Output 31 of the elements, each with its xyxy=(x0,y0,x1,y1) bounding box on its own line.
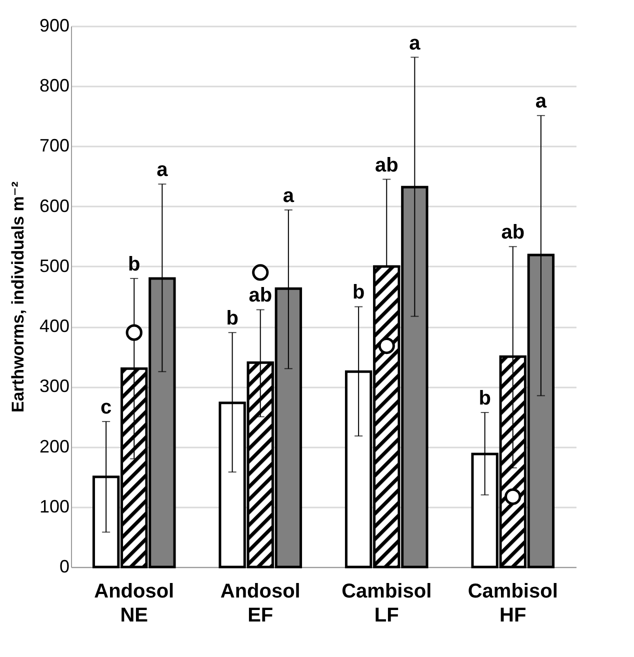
y-tick-label: 600 xyxy=(39,196,70,216)
y-tick-label: 500 xyxy=(39,256,70,276)
annotation: ab xyxy=(374,154,398,176)
y-tick-label: 800 xyxy=(39,76,70,96)
x-tick-label: Cambisol HF xyxy=(468,580,558,626)
y-axis-title: Earthworms, individuals m⁻² xyxy=(8,181,28,412)
y-tick-label: 700 xyxy=(39,136,70,156)
point xyxy=(378,337,395,354)
x-tick-label: Cambisol LF xyxy=(342,580,432,626)
annotation: a xyxy=(156,159,169,182)
y-tick-label: 0 xyxy=(59,556,70,576)
annotation: b xyxy=(226,308,238,330)
annotation: a xyxy=(535,90,548,113)
annotation: a xyxy=(409,32,422,54)
annotation: ab xyxy=(501,222,525,244)
point xyxy=(126,324,142,341)
y-tick-label: 400 xyxy=(39,316,70,336)
point xyxy=(504,488,522,505)
y-tick-label: 900 xyxy=(39,16,70,36)
x-tick-label: Andosol EF xyxy=(220,580,300,626)
y-tick-label: 100 xyxy=(39,496,70,516)
annotation: b xyxy=(352,282,365,304)
point xyxy=(252,264,269,281)
annotation: ab xyxy=(248,284,272,307)
annotation: b xyxy=(478,388,491,410)
annotation: a xyxy=(282,184,295,207)
y-tick-label: 300 xyxy=(39,376,70,396)
annotation: c xyxy=(100,396,112,419)
x-tick-label: Andosol NE xyxy=(94,580,174,626)
y-tick-label: 200 xyxy=(39,436,70,456)
annotation: b xyxy=(128,253,140,276)
